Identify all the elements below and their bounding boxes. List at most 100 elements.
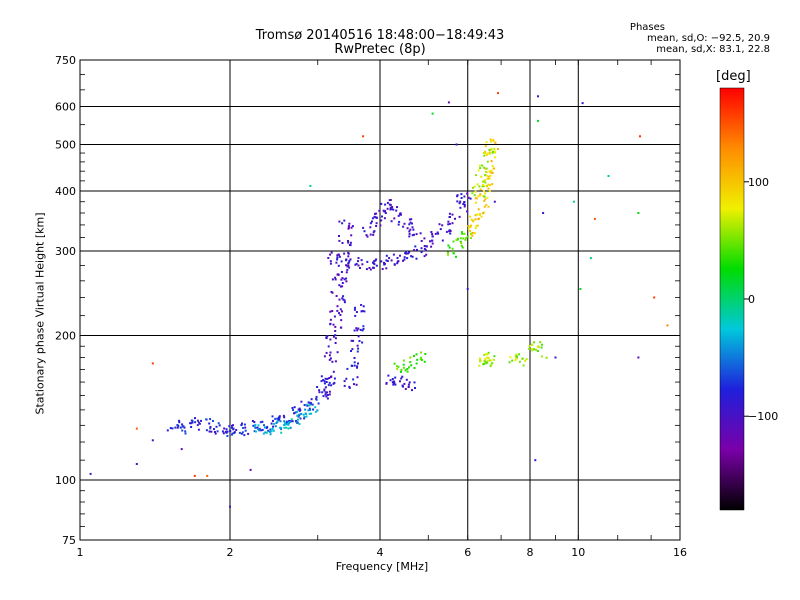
data-point [374,212,376,215]
data-point [296,410,298,413]
data-point [259,421,262,424]
data-point [283,424,286,427]
data-point [385,267,388,270]
data-point [389,206,392,209]
data-point [489,184,492,187]
data-point [425,253,428,256]
data-point [485,170,488,173]
data-point [369,222,372,225]
data-point [362,135,365,138]
data-point [253,421,256,423]
data-point [249,468,252,471]
data-point [462,203,465,205]
data-point [329,338,332,341]
data-point [232,427,235,430]
data-point [489,365,492,368]
data-point [224,430,227,433]
data-point [487,183,490,186]
data-point [191,421,194,424]
data-point [388,257,391,260]
data-point [361,263,364,266]
data-point [244,429,247,432]
data-point [431,239,433,242]
data-point [343,384,346,387]
data-point [350,350,352,352]
data-point [411,389,413,392]
data-point [469,237,472,240]
data-point [479,359,482,362]
data-point [400,368,403,371]
data-point [265,426,268,429]
data-point [384,212,387,214]
data-point [410,364,413,367]
data-point [397,365,400,368]
data-point [338,298,341,301]
data-point [361,310,364,312]
data-point [408,230,411,233]
data-point [276,420,279,423]
x-tick-label: 10 [571,546,585,559]
data-point [491,362,494,365]
data-point [508,361,511,364]
data-point [327,384,330,387]
data-point [437,232,440,235]
data-point [190,426,193,428]
data-point [411,255,414,258]
data-point [400,377,403,380]
data-point [394,383,397,386]
data-point [406,368,409,370]
data-point [300,400,303,403]
data-point [343,299,346,302]
data-point [208,430,211,433]
data-point [371,220,373,223]
data-point [314,410,317,413]
data-point [471,192,474,195]
data-point [340,260,343,263]
data-point [483,190,485,193]
data-point [228,425,231,428]
data-point [373,230,376,233]
data-point [396,257,399,259]
data-point [268,430,271,433]
data-point [326,394,329,396]
data-point [488,151,491,154]
data-point [217,422,220,425]
data-point [209,427,212,430]
data-point [413,233,415,236]
data-point [309,409,312,411]
data-point [460,193,463,196]
data-point [518,353,521,356]
data-point [337,264,340,267]
data-point [316,409,319,412]
data-point [397,214,400,217]
data-point [362,325,365,328]
data-point [350,234,353,237]
data-point [366,260,369,263]
data-point [408,235,411,238]
data-point [390,259,393,262]
data-point [423,237,426,240]
data-point [205,418,208,421]
data-point [483,205,486,208]
data-point [483,154,486,157]
data-point [197,421,200,424]
data-point [347,252,350,255]
data-point [329,262,332,265]
data-point [338,235,340,237]
data-point [372,261,374,264]
data-point [322,395,325,398]
data-point [184,430,187,433]
data-point [398,220,401,223]
data-point [183,426,186,429]
data-point [335,295,338,297]
data-point [424,353,427,355]
x-tick-label: 2 [227,546,234,559]
data-point [482,212,485,215]
data-point [420,251,423,254]
data-point [479,193,482,196]
data-point [330,384,333,387]
data-point [430,245,433,248]
data-point [325,381,328,383]
data-point [356,344,359,347]
data-point [265,431,268,434]
